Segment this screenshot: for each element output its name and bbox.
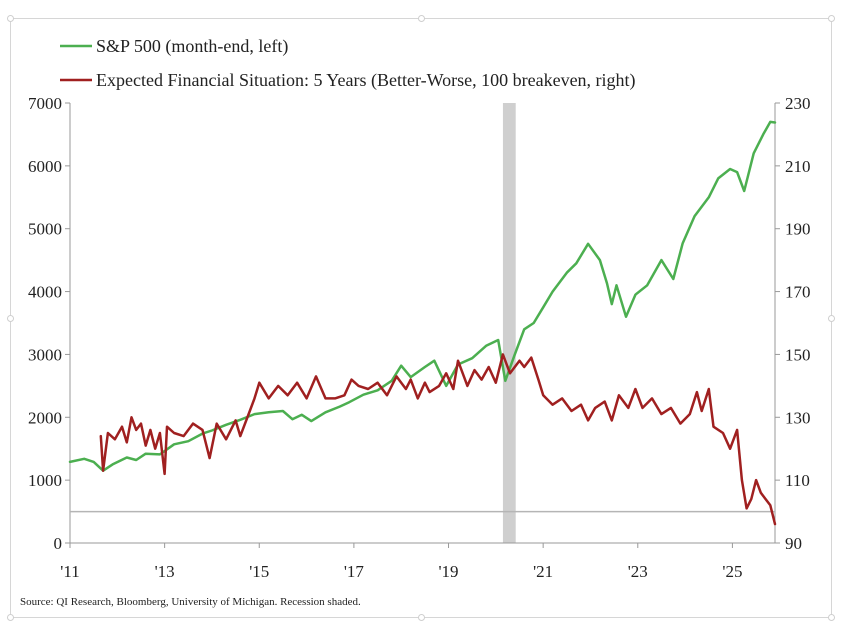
left-tick-label: 7000 [28, 94, 62, 113]
legend-label-financial-situation: Expected Financial Situation: 5 Years (B… [96, 70, 636, 91]
plot-area: 0 1000 2000 3000 4000 5000 6000 7000 90 110 130 150… [28, 94, 811, 581]
resize-handle-bottom-right[interactable] [828, 614, 835, 621]
left-tick-label: 6000 [28, 157, 62, 176]
x-tick-label: '23 [628, 562, 648, 581]
series-line-financial-situation [99, 353, 777, 526]
resize-handle-bottom-left[interactable] [7, 614, 14, 621]
right-tick-label: 190 [785, 220, 811, 239]
left-tick-label: 1000 [28, 471, 62, 490]
source-note: Source: QI Research, Bloomberg, Universi… [20, 596, 361, 608]
x-tick-label: '25 [722, 562, 742, 581]
right-tick-label: 230 [785, 94, 811, 113]
right-tick-label: 170 [785, 283, 811, 302]
chart-frame [7, 15, 835, 621]
right-tick-label: 90 [785, 534, 802, 553]
resize-handle-bottom-center[interactable] [418, 614, 425, 621]
right-tick-label: 210 [785, 157, 811, 176]
resize-handle-top-center[interactable] [418, 15, 425, 22]
resize-handle-top-right[interactable] [828, 15, 835, 22]
right-tick-label: 110 [785, 471, 810, 490]
left-tick-label: 0 [54, 534, 63, 553]
series-line-sp500 [68, 120, 777, 472]
x-tick-label: '17 [344, 562, 365, 581]
legend: S&P 500 (month-end, left) Expected Finan… [60, 36, 636, 91]
resize-handle-top-left[interactable] [7, 15, 14, 22]
x-tick-label: '19 [438, 562, 458, 581]
left-tick-label: 4000 [28, 283, 62, 302]
recession-shading [502, 103, 516, 543]
x-tick-label: '13 [155, 562, 175, 581]
x-tick-label: '15 [249, 562, 269, 581]
left-tick-label: 5000 [28, 220, 62, 239]
left-tick-label: 2000 [28, 408, 62, 427]
x-tick-label: '11 [60, 562, 79, 581]
resize-handle-middle-left[interactable] [7, 315, 14, 322]
resize-handle-middle-right[interactable] [828, 315, 835, 322]
legend-label-sp500: S&P 500 (month-end, left) [96, 36, 288, 57]
right-tick-label: 150 [785, 345, 811, 364]
x-tick-label: '21 [533, 562, 553, 581]
right-tick-label: 130 [785, 408, 811, 427]
left-tick-label: 3000 [28, 345, 62, 364]
